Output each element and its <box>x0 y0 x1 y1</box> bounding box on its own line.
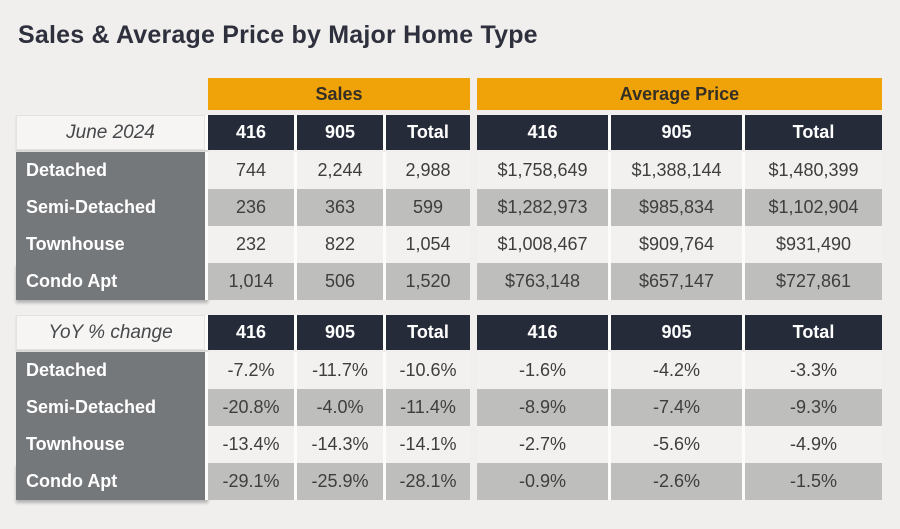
column-header-sales-905: 905 <box>297 315 386 350</box>
group-gap <box>470 426 477 463</box>
group-gap <box>470 463 477 500</box>
column-header-sales-total: Total <box>386 315 470 350</box>
column-header-price-total: Total <box>745 115 882 150</box>
cell-sales-905: 363 <box>297 189 386 226</box>
table-row-condo-apt: Condo Apt 1,014 506 1,520 $763,148 $657,… <box>16 263 884 300</box>
table-row-semi-detached: Semi-Detached 236 363 599 $1,282,973 $98… <box>16 189 884 226</box>
table-row-detached: Detached 744 2,244 2,988 $1,758,649 $1,3… <box>16 152 884 189</box>
column-group-band: Sales Average Price <box>16 78 884 110</box>
cell-sales-total: 1,520 <box>386 263 470 300</box>
cell-sales-416: -20.8% <box>208 389 297 426</box>
cell-sales-905: -14.3% <box>297 426 386 463</box>
cell-sales-total: -14.1% <box>386 426 470 463</box>
table-row-semi-detached: Semi-Detached -20.8% -4.0% -11.4% -8.9% … <box>16 389 884 426</box>
group-gap <box>470 315 477 350</box>
column-header-sales-905: 905 <box>297 115 386 150</box>
cell-price-416: -8.9% <box>477 389 611 426</box>
table-row-townhouse: Townhouse -13.4% -14.3% -14.1% -2.7% -5.… <box>16 426 884 463</box>
june-2024-table: Sales Average Price June 2024 416 905 To… <box>16 78 884 300</box>
cell-sales-416: 232 <box>208 226 297 263</box>
period-label: YoY % change <box>16 315 208 350</box>
cell-sales-total: 2,988 <box>386 152 470 189</box>
cell-price-total: -9.3% <box>745 389 882 426</box>
row-label: Townhouse <box>16 426 208 463</box>
band-spacer <box>16 78 208 110</box>
cell-sales-905: 2,244 <box>297 152 386 189</box>
cell-sales-416: -29.1% <box>208 463 297 500</box>
cell-sales-total: -11.4% <box>386 389 470 426</box>
row-label: Detached <box>16 352 208 389</box>
column-header-sales-416: 416 <box>208 115 297 150</box>
cell-price-416: -1.6% <box>477 352 611 389</box>
group-gap <box>470 115 477 150</box>
cell-price-905: -4.2% <box>611 352 745 389</box>
column-header-sales-total: Total <box>386 115 470 150</box>
cell-price-905: $985,834 <box>611 189 745 226</box>
column-header-price-total: Total <box>745 315 882 350</box>
cell-sales-905: -4.0% <box>297 389 386 426</box>
row-label: Semi-Detached <box>16 389 208 426</box>
average-price-group-header: Average Price <box>477 78 882 110</box>
cell-price-905: $1,388,144 <box>611 152 745 189</box>
table-row-townhouse: Townhouse 232 822 1,054 $1,008,467 $909,… <box>16 226 884 263</box>
cell-sales-416: -13.4% <box>208 426 297 463</box>
page-title: Sales & Average Price by Major Home Type <box>18 21 538 49</box>
row-label: Detached <box>16 152 208 189</box>
cell-price-905: $909,764 <box>611 226 745 263</box>
cell-price-905: $657,147 <box>611 263 745 300</box>
column-header-price-416: 416 <box>477 315 611 350</box>
table-row-condo-apt: Condo Apt -29.1% -25.9% -28.1% -0.9% -2.… <box>16 463 884 500</box>
cell-price-416: $1,008,467 <box>477 226 611 263</box>
cell-price-total: -4.9% <box>745 426 882 463</box>
cell-price-905: -5.6% <box>611 426 745 463</box>
table-header-row: YoY % change 416 905 Total 416 905 Total <box>16 315 884 350</box>
sales-group-header: Sales <box>208 78 470 110</box>
cell-price-416: $1,282,973 <box>477 189 611 226</box>
group-gap <box>470 263 477 300</box>
cell-sales-total: -28.1% <box>386 463 470 500</box>
row-label: Condo Apt <box>16 263 208 300</box>
row-label: Semi-Detached <box>16 189 208 226</box>
cell-price-416: $763,148 <box>477 263 611 300</box>
cell-price-905: -7.4% <box>611 389 745 426</box>
group-gap <box>470 226 477 263</box>
cell-sales-905: 822 <box>297 226 386 263</box>
cell-price-416: -0.9% <box>477 463 611 500</box>
column-header-price-905: 905 <box>611 315 745 350</box>
cell-price-total: -3.3% <box>745 352 882 389</box>
cell-price-total: $1,480,399 <box>745 152 882 189</box>
row-label: Townhouse <box>16 226 208 263</box>
table-row-detached: Detached -7.2% -11.7% -10.6% -1.6% -4.2%… <box>16 352 884 389</box>
yoy-change-table: YoY % change 416 905 Total 416 905 Total… <box>16 315 884 500</box>
group-gap <box>470 152 477 189</box>
group-gap <box>470 352 477 389</box>
cell-sales-416: 1,014 <box>208 263 297 300</box>
period-label: June 2024 <box>16 115 208 150</box>
group-gap <box>470 189 477 226</box>
group-gap <box>470 78 477 110</box>
cell-price-416: -2.7% <box>477 426 611 463</box>
cell-price-total: -1.5% <box>745 463 882 500</box>
column-header-sales-416: 416 <box>208 315 297 350</box>
cell-sales-905: -25.9% <box>297 463 386 500</box>
column-header-price-416: 416 <box>477 115 611 150</box>
column-header-price-905: 905 <box>611 115 745 150</box>
cell-price-total: $931,490 <box>745 226 882 263</box>
cell-sales-total: -10.6% <box>386 352 470 389</box>
cell-price-total: $1,102,904 <box>745 189 882 226</box>
cell-price-total: $727,861 <box>745 263 882 300</box>
cell-sales-total: 1,054 <box>386 226 470 263</box>
cell-price-416: $1,758,649 <box>477 152 611 189</box>
cell-sales-905: -11.7% <box>297 352 386 389</box>
cell-sales-905: 506 <box>297 263 386 300</box>
table-header-row: June 2024 416 905 Total 416 905 Total <box>16 115 884 150</box>
cell-sales-416: -7.2% <box>208 352 297 389</box>
group-gap <box>470 389 477 426</box>
row-label: Condo Apt <box>16 463 208 500</box>
cell-sales-416: 236 <box>208 189 297 226</box>
cell-price-905: -2.6% <box>611 463 745 500</box>
cell-sales-416: 744 <box>208 152 297 189</box>
cell-sales-total: 599 <box>386 189 470 226</box>
